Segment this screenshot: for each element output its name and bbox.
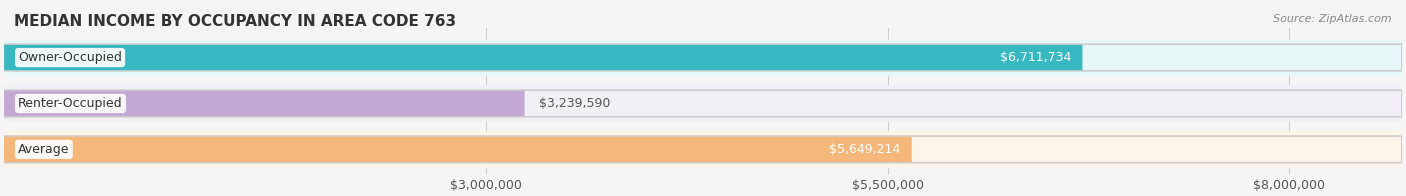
FancyBboxPatch shape	[4, 85, 1402, 122]
FancyBboxPatch shape	[4, 131, 1402, 168]
FancyBboxPatch shape	[4, 90, 1402, 117]
Text: $3,239,590: $3,239,590	[538, 97, 610, 110]
FancyBboxPatch shape	[4, 45, 1083, 70]
FancyBboxPatch shape	[4, 136, 1402, 163]
FancyBboxPatch shape	[4, 39, 1402, 76]
Text: MEDIAN INCOME BY OCCUPANCY IN AREA CODE 763: MEDIAN INCOME BY OCCUPANCY IN AREA CODE …	[14, 14, 456, 29]
Text: Source: ZipAtlas.com: Source: ZipAtlas.com	[1274, 14, 1392, 24]
FancyBboxPatch shape	[4, 44, 1402, 71]
Text: Renter-Occupied: Renter-Occupied	[18, 97, 122, 110]
Text: Average: Average	[18, 143, 70, 156]
FancyBboxPatch shape	[4, 91, 524, 116]
FancyBboxPatch shape	[4, 137, 911, 162]
Text: $5,649,214: $5,649,214	[830, 143, 900, 156]
Text: $6,711,734: $6,711,734	[1000, 51, 1071, 64]
Text: Owner-Occupied: Owner-Occupied	[18, 51, 122, 64]
